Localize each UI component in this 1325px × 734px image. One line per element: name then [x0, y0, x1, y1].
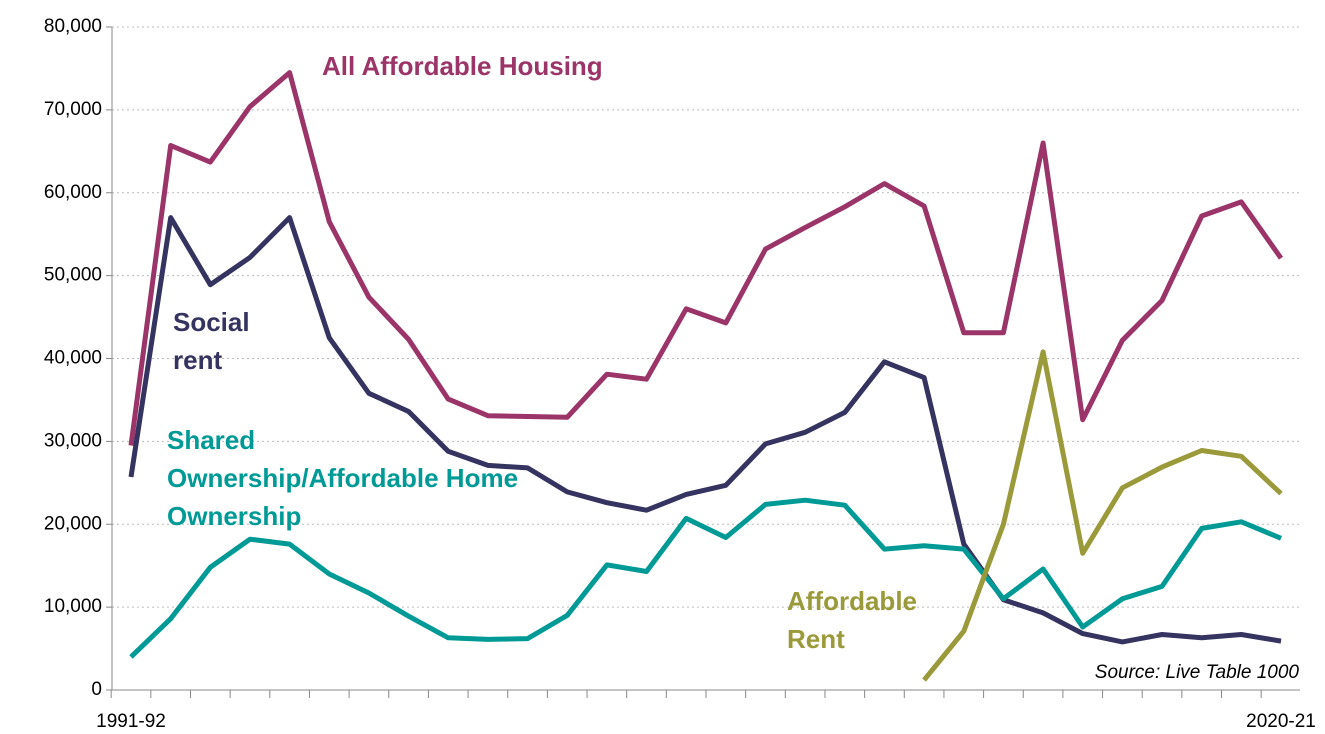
y-tick-label: 70,000 — [44, 99, 102, 120]
y-tick-label: 10,000 — [44, 596, 102, 617]
series-label: Affordable Rent — [787, 586, 917, 654]
y-tick-label: 80,000 — [44, 16, 102, 37]
y-tick-label: 50,000 — [44, 265, 102, 286]
series-label: Social rent — [173, 307, 250, 375]
series-line — [129, 497, 1282, 659]
y-tick-label: 0 — [91, 679, 102, 700]
y-tick-label: 40,000 — [44, 348, 102, 369]
series-label: Shared Ownership/Affordable Home Ownersh… — [167, 425, 519, 531]
x-tick-label: 1991-92 — [96, 711, 166, 732]
series-line — [128, 70, 1284, 446]
y-tick-label: 20,000 — [44, 513, 102, 534]
series-line — [922, 349, 1283, 682]
series-line — [128, 215, 1282, 645]
y-tick-label: 30,000 — [44, 430, 102, 451]
x-tick-label: 2020-21 — [1246, 711, 1316, 732]
source-note: Source: Live Table 1000 — [1094, 662, 1299, 683]
y-tick-label: 60,000 — [44, 182, 102, 203]
series-label: All Affordable Housing — [322, 51, 603, 81]
